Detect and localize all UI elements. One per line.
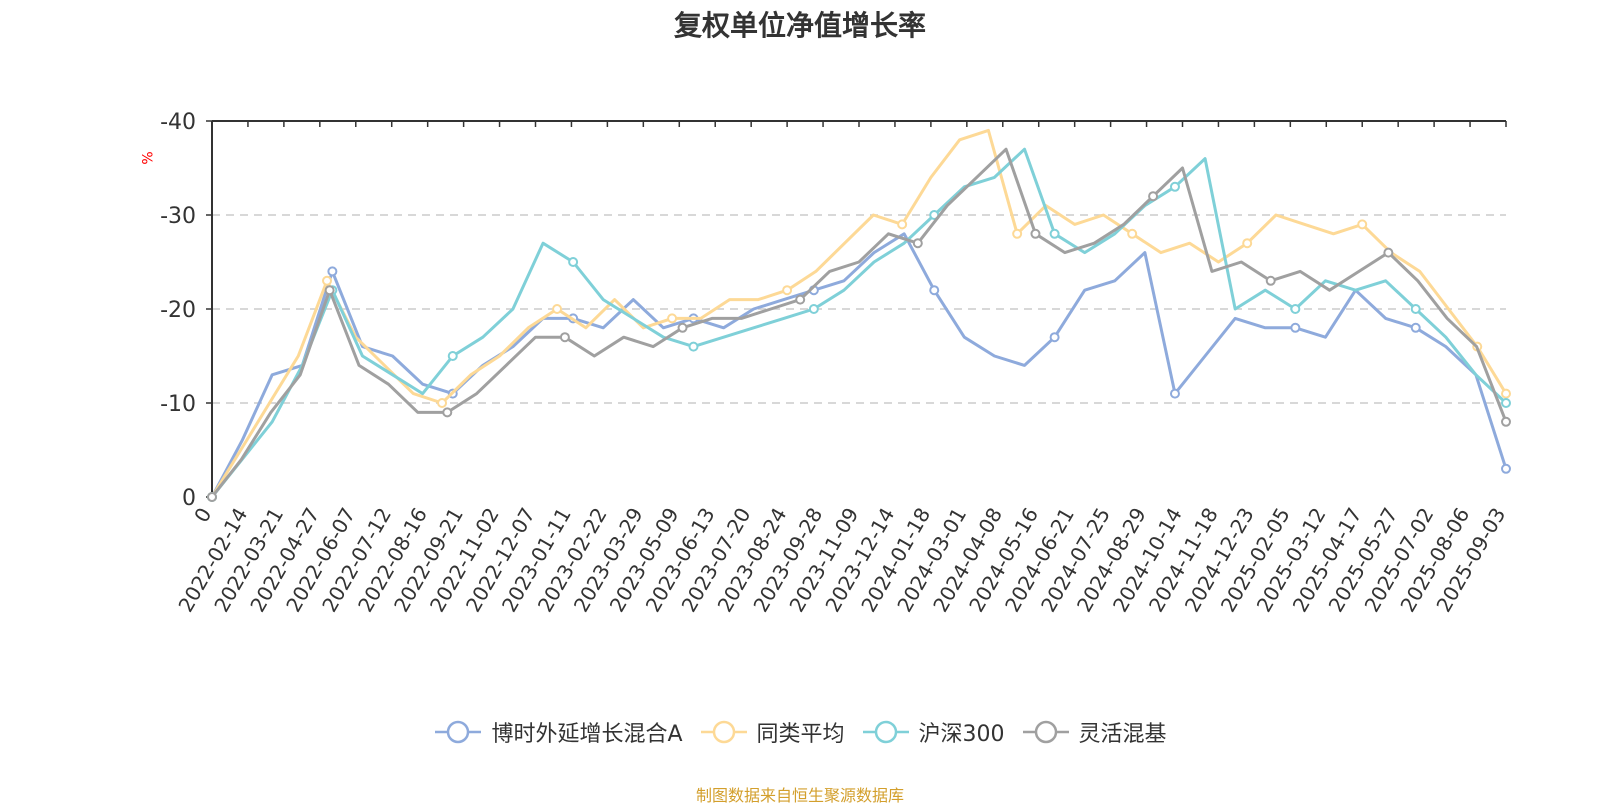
data-point (688, 341, 699, 352)
y-tick-label: -20 (160, 298, 196, 323)
source-note: 制图数据来自恒生聚源数据库 (695, 786, 904, 805)
data-point (1290, 322, 1301, 333)
data-point (442, 407, 453, 418)
data-point (795, 294, 806, 305)
data-point (1501, 398, 1511, 408)
data-point (1410, 322, 1421, 333)
data-point (1501, 388, 1511, 399)
x-tick-label: 0 (189, 504, 216, 527)
legend-label: 同类平均 (756, 722, 845, 747)
data-point (808, 304, 819, 314)
data-point (1049, 228, 1060, 239)
series-line-2 (210, 147, 1508, 498)
series-line-1 (210, 128, 1508, 498)
legend-item[interactable]: 博时外延增长混合A (433, 716, 683, 748)
legend-label: 博时外延增长混合A (491, 722, 683, 747)
data-point (327, 266, 338, 277)
data-point (447, 351, 458, 361)
data-point (1410, 304, 1421, 314)
legend-marker-icon (435, 720, 482, 744)
data-point (559, 332, 570, 343)
legend-item[interactable]: 灵活混基 (1021, 716, 1167, 748)
data-point (568, 257, 579, 267)
data-point (1030, 228, 1041, 239)
data-point (897, 219, 908, 230)
data-point (1049, 332, 1060, 343)
legend-marker-icon (862, 720, 909, 744)
data-point (1501, 463, 1511, 474)
y-tick-label: -40 (160, 110, 196, 135)
legend-marker-icon (1022, 720, 1069, 744)
data-point (929, 285, 940, 296)
data-point (912, 238, 923, 249)
y-tick-label: -30 (160, 204, 196, 229)
data-point (1383, 247, 1394, 258)
legend-label: 沪深300 (918, 722, 1005, 747)
data-point (1169, 388, 1180, 399)
data-point (437, 398, 448, 408)
data-point (1265, 275, 1276, 286)
data-point (1242, 238, 1253, 249)
data-point (1357, 219, 1368, 230)
data-point (552, 304, 563, 314)
data-point (667, 313, 678, 324)
series-line-0 (210, 232, 1508, 498)
data-point (1148, 191, 1159, 202)
data-point (324, 285, 335, 296)
y-tick-label: 0 (182, 486, 196, 511)
data-point (1501, 416, 1511, 427)
data-point (1127, 228, 1138, 239)
y-tick-label: -10 (160, 392, 196, 417)
data-point (782, 285, 793, 296)
legend-marker-icon (700, 720, 747, 744)
series-line-3 (210, 147, 1508, 498)
chart-title: 复权单位净值增长率 (673, 9, 926, 42)
data-point (1012, 228, 1023, 239)
chart-legend: 博时外延增长混合A 同类平均 沪深300 灵活混基 (0, 716, 1600, 750)
data-point (207, 492, 217, 502)
legend-item[interactable]: 同类平均 (699, 716, 845, 748)
legend-label: 灵活混基 (1078, 722, 1167, 747)
data-point (1169, 181, 1180, 192)
legend-item[interactable]: 沪深300 (861, 716, 1005, 748)
data-point (1290, 304, 1301, 314)
data-point (677, 322, 688, 333)
data-point (322, 275, 333, 286)
